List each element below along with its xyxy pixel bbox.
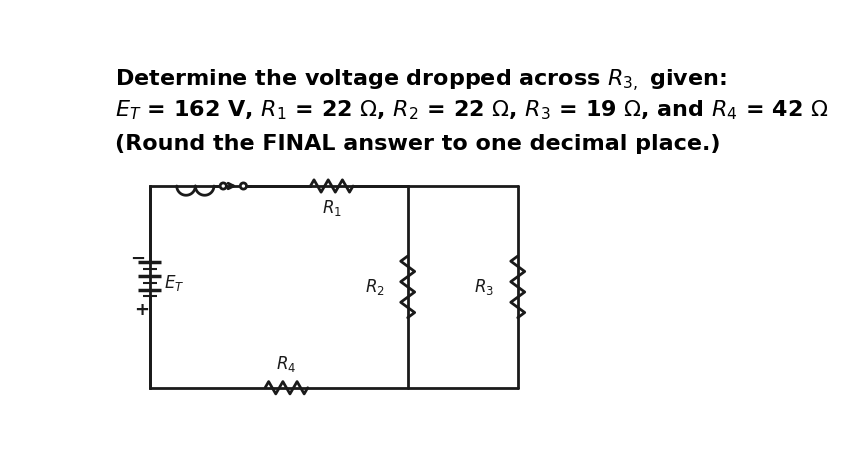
Text: $\mathit{R}_3$: $\mathit{R}_3$ — [474, 277, 495, 297]
Text: −: − — [129, 250, 145, 268]
Text: Determine the voltage dropped across $\mathit{R}_{3,}$ given:: Determine the voltage dropped across $\m… — [115, 67, 726, 93]
Text: +: + — [134, 301, 150, 320]
Circle shape — [241, 183, 247, 189]
Text: $\mathit{E}_T$: $\mathit{E}_T$ — [163, 273, 184, 293]
Text: $\mathit{R}_4$: $\mathit{R}_4$ — [276, 354, 296, 374]
Circle shape — [220, 183, 226, 189]
Text: $\mathit{R}_1$: $\mathit{R}_1$ — [322, 198, 342, 219]
Text: $\mathit{R}_2$: $\mathit{R}_2$ — [365, 277, 384, 297]
Text: (Round the FINAL answer to one decimal place.): (Round the FINAL answer to one decimal p… — [115, 134, 720, 154]
Text: $\mathit{E}_T$ = 162 V, $\mathit{R}_1$ = 22 $\Omega$, $\mathit{R}_2$ = 22 $\Omeg: $\mathit{E}_T$ = 162 V, $\mathit{R}_1$ =… — [115, 98, 828, 122]
